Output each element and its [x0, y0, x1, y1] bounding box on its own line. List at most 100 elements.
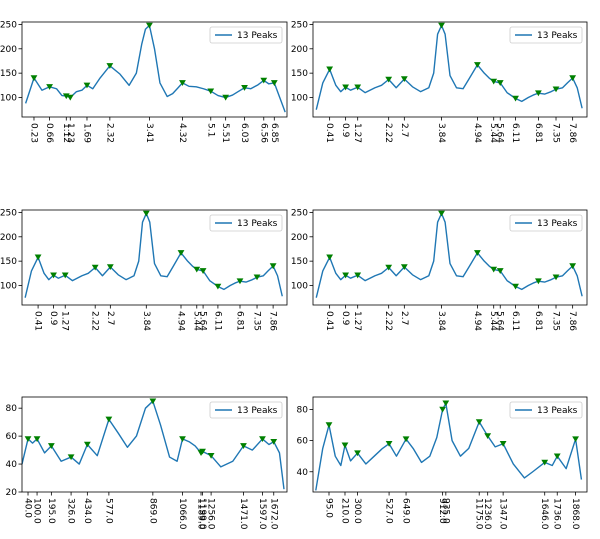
peak-marker [207, 452, 215, 459]
x-tick-label: 1597.0 [257, 498, 267, 530]
x-tick-label: 7.86 [567, 123, 577, 143]
legend-label: 13 Peaks [537, 31, 578, 41]
legend-box [509, 26, 583, 44]
peak-marker [569, 75, 577, 82]
x-tick-label: 1.23 [65, 123, 75, 143]
peak-marker [342, 272, 350, 279]
x-tick-label: 1.27 [60, 311, 70, 331]
peak-marker [553, 453, 561, 460]
x-tick-label: 1736.0 [552, 498, 562, 530]
y-tick-label: 100 [291, 282, 308, 292]
peak-marker [105, 416, 113, 423]
x-tick-label: 210.0 [339, 498, 349, 524]
x-tick-label: 1.27 [352, 123, 362, 143]
x-tick-label: 3.84 [436, 311, 446, 331]
peak-marker [552, 86, 560, 93]
y-tick-label: 150 [0, 69, 17, 79]
peak-marker [177, 250, 185, 256]
axes-frame [312, 209, 588, 306]
x-tick-label: 300.0 [352, 498, 362, 524]
y-tick-label: 60 [297, 437, 309, 447]
peak-marker [83, 441, 91, 448]
peak-marker [512, 95, 519, 102]
y-tick-label: 150 [291, 257, 308, 267]
x-tick-label: 4.94 [176, 311, 186, 331]
peak-marker [475, 419, 483, 425]
peak-marker [269, 263, 277, 270]
chart-panel-1: 100 150 200 250 0.23 0.66 1.121.23 1.69 2.32 3.41… [0, 20, 288, 143]
x-tick-label: 6.11 [212, 311, 222, 331]
legend-label: 13 Peaks [237, 406, 278, 416]
x-tick-label: 100.0 [32, 498, 42, 524]
x-tick-label: 1256.0 [206, 498, 216, 530]
peak-marker [385, 441, 393, 447]
x-tick-label: 0.41 [324, 123, 334, 143]
x-tick-label: 0.9 [340, 123, 350, 138]
peak-marker [222, 94, 230, 101]
x-tick-label: 5.64 [495, 123, 505, 143]
peak-marker [106, 63, 114, 69]
peak-marker [569, 263, 577, 270]
x-tick-label: 2.7 [105, 311, 115, 325]
x-tick-label: 3.84 [436, 123, 446, 143]
x-tick-label: 6.11 [510, 311, 520, 331]
x-tick-label: 195.0 [46, 498, 56, 524]
peak-marker [572, 436, 579, 443]
series-line [22, 400, 285, 490]
x-tick-label: 2.7 [399, 311, 409, 325]
x-tick-label: 4.94 [472, 123, 482, 143]
legend: 13 Peaks [209, 26, 283, 44]
x-tick-label: 1347.0 [498, 498, 508, 530]
x-tick-label: 1868.0 [570, 498, 580, 530]
y-tick-label: 100 [291, 94, 308, 104]
peak-marker [535, 90, 542, 97]
x-tick-label: 1.69 [81, 123, 91, 143]
peak-marker [146, 22, 153, 29]
peak-marker [496, 80, 504, 86]
y-tick-label: 40 [6, 460, 18, 470]
peak-marker [402, 436, 410, 443]
x-tick-label: 1236.0 [482, 498, 492, 530]
x-tick-label: 0.23 [28, 123, 38, 143]
legend: 13 Peaks [509, 214, 583, 232]
x-tick-label: 649.0 [401, 498, 411, 524]
peak-marker [46, 84, 53, 90]
peak-marker [442, 400, 450, 407]
peak-marker [270, 80, 278, 86]
y-tick-label: 100 [0, 94, 17, 104]
legend: 13 Peaks [509, 401, 583, 419]
peak-marker [499, 441, 507, 447]
peak-marker [325, 422, 333, 429]
y-tick-label: 80 [6, 404, 18, 414]
x-tick-label: 1.27 [352, 311, 362, 331]
x-tick-label: 5.44 [191, 311, 201, 331]
peak-marker [149, 398, 157, 405]
x-tick-label: 326.0 [66, 498, 76, 524]
peak-marker [512, 283, 519, 290]
y-tick-label: 250 [0, 20, 17, 30]
x-tick-label: 2.22 [90, 311, 100, 331]
x-tick-label: 0.9 [48, 311, 58, 326]
x-tick-label: 2.7 [399, 123, 409, 137]
x-tick-label: 0.41 [324, 311, 334, 331]
x-tick-label: 5.44 [488, 123, 498, 143]
peak-marker [326, 254, 334, 261]
peak-marker [259, 436, 266, 442]
peak-marker [385, 264, 393, 271]
y-tick-label: 200 [291, 233, 308, 243]
x-tick-label: 2.22 [383, 123, 393, 143]
x-tick-label: 2.32 [104, 123, 114, 143]
axes-frame [312, 396, 588, 493]
chart-panel-2: 100 150 200 250 0.41 0.9 1.27 2.22 2.7 3.84 4.94 5.… [291, 20, 588, 143]
x-tick-label: 5.64 [495, 311, 505, 331]
x-tick-label: 6.81 [234, 311, 244, 331]
peak-marker [474, 62, 481, 68]
peak-marker [342, 84, 350, 91]
x-tick-label: 3.41 [144, 123, 154, 143]
y-tick-label: 200 [0, 45, 17, 55]
legend-label: 13 Peaks [537, 219, 578, 229]
legend-label: 13 Peaks [537, 406, 578, 416]
x-tick-label: 2.22 [383, 311, 393, 331]
legend-box [509, 214, 583, 232]
